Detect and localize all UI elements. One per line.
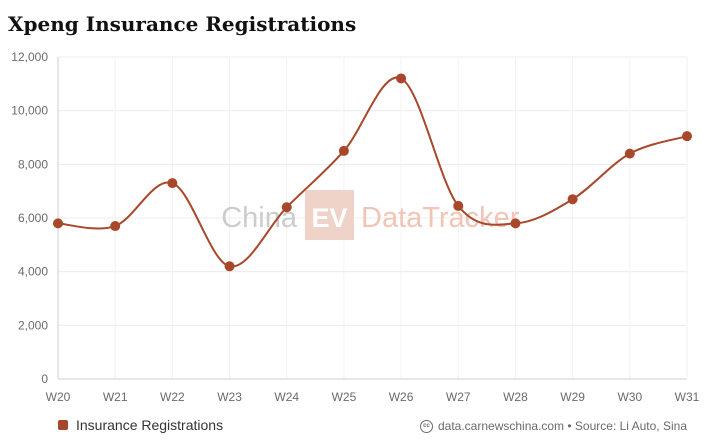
- y-tick-label: 12,000: [11, 50, 48, 64]
- legend-label: Insurance Registrations: [76, 417, 224, 433]
- y-tick-label: 4,000: [18, 265, 48, 279]
- data-point-w23: [224, 261, 235, 272]
- data-point-w29: [567, 194, 578, 205]
- x-tick-label: W22: [160, 390, 185, 404]
- x-tick-label: W20: [46, 390, 71, 404]
- series-line: [57, 76, 688, 268]
- data-point-w24: [281, 202, 292, 213]
- x-tick-label: W29: [560, 390, 585, 404]
- y-tick-label: 8,000: [18, 157, 48, 171]
- y-tick-label: 10,000: [11, 104, 48, 118]
- legend[interactable]: Insurance Registrations: [58, 417, 223, 433]
- x-tick-label: W25: [332, 390, 357, 404]
- data-point-w20: [53, 218, 63, 229]
- watermark: China EV DataTracker: [221, 190, 520, 240]
- data-point-w21: [110, 221, 121, 232]
- data-point-w28: [510, 218, 521, 229]
- data-point-w27: [453, 200, 464, 211]
- x-tick-label: W31: [675, 390, 700, 404]
- chart-title: Xpeng Insurance Registrations: [8, 12, 357, 36]
- x-tick-label: W27: [446, 390, 471, 404]
- x-tick-label: W23: [217, 390, 242, 404]
- cc-icon: cc: [419, 419, 433, 433]
- watermark-badge: EV: [311, 203, 347, 233]
- x-tick-label: W30: [617, 390, 642, 404]
- y-tick-label: 2,000: [18, 318, 48, 332]
- data-point-w26: [396, 73, 407, 84]
- data-point-w31: [682, 131, 692, 142]
- x-tick-label: W26: [389, 390, 414, 404]
- source-credits: cc data.carnewschina.com • Source: Li Au…: [419, 419, 687, 433]
- y-tick-label: 6,000: [18, 211, 48, 225]
- data-point-w30: [624, 148, 635, 159]
- data-point-w22: [167, 178, 178, 189]
- watermark-badge-box: [305, 190, 354, 240]
- data-point-w25: [338, 145, 349, 156]
- x-tick-label: W24: [274, 390, 299, 404]
- credits-text: data.carnewschina.com • Source: Li Auto,…: [437, 419, 687, 433]
- x-tick-label: W28: [503, 390, 528, 404]
- axes: 0 2,000 4,000 6,000 8,000 10,000 12,000 W20 W21 W…: [11, 50, 699, 404]
- legend-swatch: [58, 420, 68, 430]
- y-tick-label: 0: [41, 372, 48, 386]
- watermark-right: DataTracker: [361, 202, 520, 234]
- x-tick-label: W21: [103, 390, 128, 404]
- data-points: [53, 73, 692, 272]
